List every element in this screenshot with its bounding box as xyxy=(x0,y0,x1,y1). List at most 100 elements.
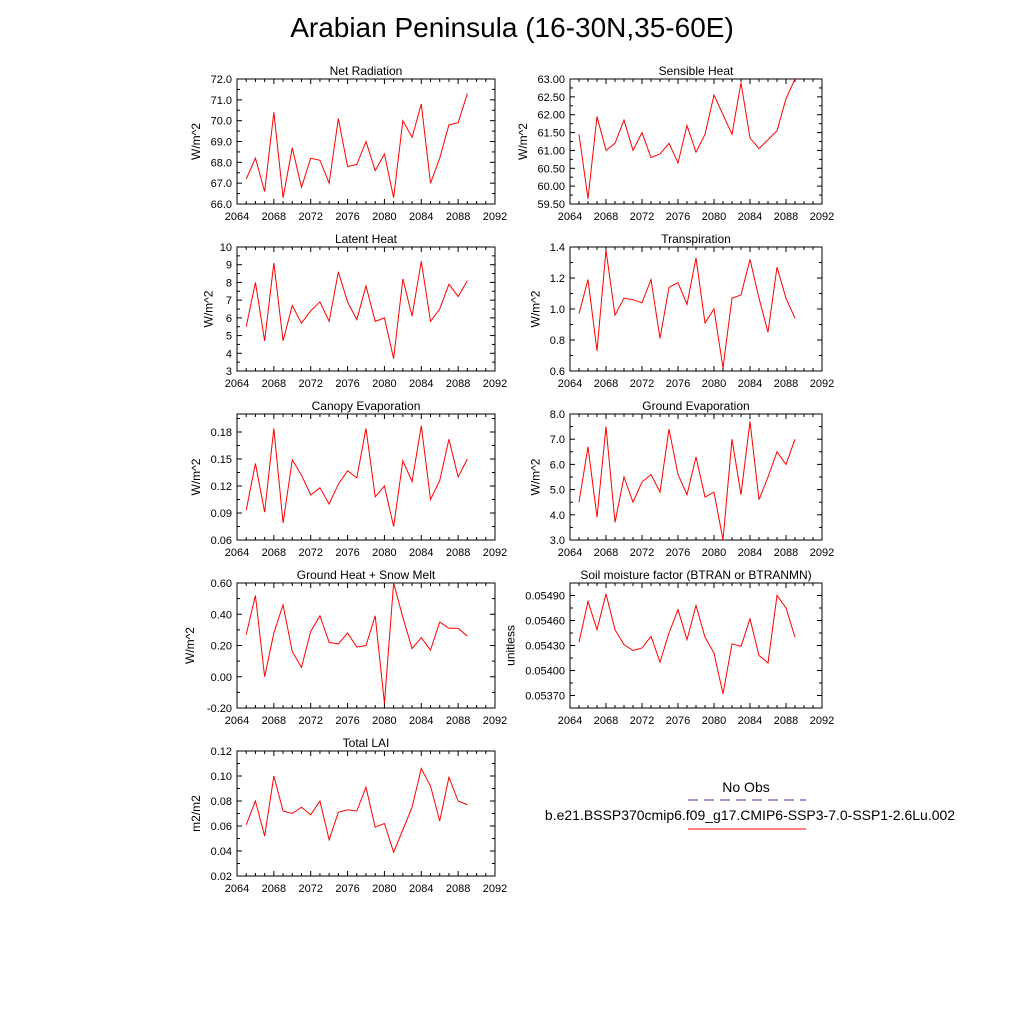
panel-title: Canopy Evaporation xyxy=(312,399,421,413)
x-tick-label: 2064 xyxy=(225,883,249,895)
y-axis-label: m2/m2 xyxy=(189,795,203,832)
panel-title: Transpiration xyxy=(661,232,731,246)
y-tick-label: 0.06 xyxy=(211,821,232,833)
y-tick-label: 70.0 xyxy=(211,116,232,128)
series-line xyxy=(578,250,796,368)
y-tick-label: 0.05370 xyxy=(525,691,565,703)
x-tick-label: 2072 xyxy=(630,378,654,390)
y-tick-label: 0.05430 xyxy=(525,641,565,653)
y-tick-label: 62.00 xyxy=(537,110,565,122)
y-tick-label: -0.20 xyxy=(207,703,232,715)
plot-frame xyxy=(236,750,496,877)
y-tick-label: 0.12 xyxy=(211,746,232,758)
x-tick-label: 2064 xyxy=(558,715,582,727)
y-tick-label: 0.12 xyxy=(211,481,232,493)
y-tick-label: 69.0 xyxy=(211,137,232,149)
series-line xyxy=(245,582,468,704)
x-tick-label: 2080 xyxy=(702,211,726,223)
x-tick-label: 2068 xyxy=(262,715,286,727)
y-axis-label: W/m^2 xyxy=(189,123,203,160)
y-tick-label: 0.05400 xyxy=(525,666,565,678)
x-tick-label: 2088 xyxy=(446,883,470,895)
panel-title: Ground Evaporation xyxy=(642,399,749,413)
x-tick-label: 2064 xyxy=(225,715,249,727)
x-tick-label: 2092 xyxy=(483,211,507,223)
x-tick-label: 2064 xyxy=(558,547,582,559)
plot-frame xyxy=(569,413,823,541)
plot-frame xyxy=(236,413,496,541)
y-axis-label: W/m^2 xyxy=(202,290,216,327)
x-tick-label: 2068 xyxy=(594,378,618,390)
y-tick-label: 0.6 xyxy=(550,366,565,378)
y-tick-label: 8 xyxy=(226,277,232,289)
x-tick-label: 2072 xyxy=(298,378,322,390)
x-tick-label: 2084 xyxy=(409,547,433,559)
series-line xyxy=(578,78,796,199)
y-tick-label: 60.00 xyxy=(537,181,565,193)
series-line xyxy=(578,593,796,694)
panel-title: Soil moisture factor (BTRAN or BTRANMN) xyxy=(580,568,811,582)
series-line xyxy=(245,425,468,527)
y-tick-label: 7.0 xyxy=(550,434,565,446)
panel-title: Latent Heat xyxy=(335,232,398,246)
y-tick-label: 1.2 xyxy=(550,273,565,285)
x-tick-label: 2088 xyxy=(774,378,798,390)
y-tick-label: 0.05460 xyxy=(525,616,565,628)
y-tick-label: 0.10 xyxy=(211,771,232,783)
y-tick-label: 0.00 xyxy=(211,672,232,684)
x-tick-label: 2080 xyxy=(372,378,396,390)
x-tick-label: 2064 xyxy=(225,547,249,559)
y-tick-label: 0.05490 xyxy=(525,591,565,603)
y-tick-label: 60.50 xyxy=(537,163,565,175)
x-tick-label: 2084 xyxy=(738,211,762,223)
x-tick-label: 2076 xyxy=(666,715,690,727)
legend-run-label: b.e21.BSSP370cmip6.f09_g17.CMIP6-SSP3-7.… xyxy=(544,807,956,823)
x-tick-label: 2088 xyxy=(446,211,470,223)
panel-net-radiation: Net Radiation 2064 2068 2072 2076 2080 2084 208… xyxy=(189,64,507,223)
panel-title: Total LAI xyxy=(343,736,390,750)
y-axis-label: unitless xyxy=(504,625,518,666)
series-line xyxy=(245,767,468,854)
y-axis-label: W/m^2 xyxy=(516,123,530,160)
x-tick-label: 2072 xyxy=(298,547,322,559)
y-tick-label: 0.09 xyxy=(211,508,232,520)
y-axis-label: W/m^2 xyxy=(528,290,542,327)
x-tick-label: 2092 xyxy=(483,378,507,390)
x-tick-label: 2088 xyxy=(446,378,470,390)
x-tick-label: 2076 xyxy=(335,883,359,895)
x-tick-label: 2088 xyxy=(774,547,798,559)
panel-title: Ground Heat + Snow Melt xyxy=(297,568,436,582)
x-tick-label: 2076 xyxy=(666,211,690,223)
x-tick-label: 2068 xyxy=(594,715,618,727)
x-tick-label: 2084 xyxy=(409,883,433,895)
y-tick-label: 0.40 xyxy=(211,609,232,621)
y-tick-label: 4 xyxy=(226,348,232,360)
x-tick-label: 2084 xyxy=(409,211,433,223)
y-tick-label: 9 xyxy=(226,260,232,272)
y-tick-label: 5.0 xyxy=(550,485,565,497)
x-tick-label: 2068 xyxy=(262,547,286,559)
y-tick-label: 61.50 xyxy=(537,128,565,140)
y-tick-label: 3 xyxy=(226,366,232,378)
x-tick-label: 2072 xyxy=(298,883,322,895)
panel-soil-moisture-factor-btran-or-btranmn: Soil moisture factor (BTRAN or BTRANMN) 2… xyxy=(504,568,835,727)
x-tick-label: 2068 xyxy=(594,547,618,559)
x-tick-label: 2072 xyxy=(298,211,322,223)
series-line xyxy=(578,421,796,541)
panel-sensible-heat: Sensible Heat 2064 2068 2072 2076 2080 2084 208… xyxy=(516,64,834,223)
x-tick-label: 2080 xyxy=(372,883,396,895)
x-tick-label: 2064 xyxy=(558,378,582,390)
y-tick-label: 6 xyxy=(226,313,232,325)
y-tick-label: 0.02 xyxy=(211,871,232,883)
x-tick-label: 2084 xyxy=(738,715,762,727)
y-axis-label: W/m^2 xyxy=(189,458,203,495)
x-tick-label: 2092 xyxy=(810,715,834,727)
y-tick-label: 10 xyxy=(220,242,232,254)
x-tick-label: 2080 xyxy=(702,378,726,390)
x-tick-label: 2088 xyxy=(774,211,798,223)
x-tick-label: 2068 xyxy=(262,211,286,223)
x-tick-label: 2080 xyxy=(702,715,726,727)
y-tick-label: 68.0 xyxy=(211,157,232,169)
x-tick-label: 2072 xyxy=(630,211,654,223)
x-tick-label: 2088 xyxy=(774,715,798,727)
